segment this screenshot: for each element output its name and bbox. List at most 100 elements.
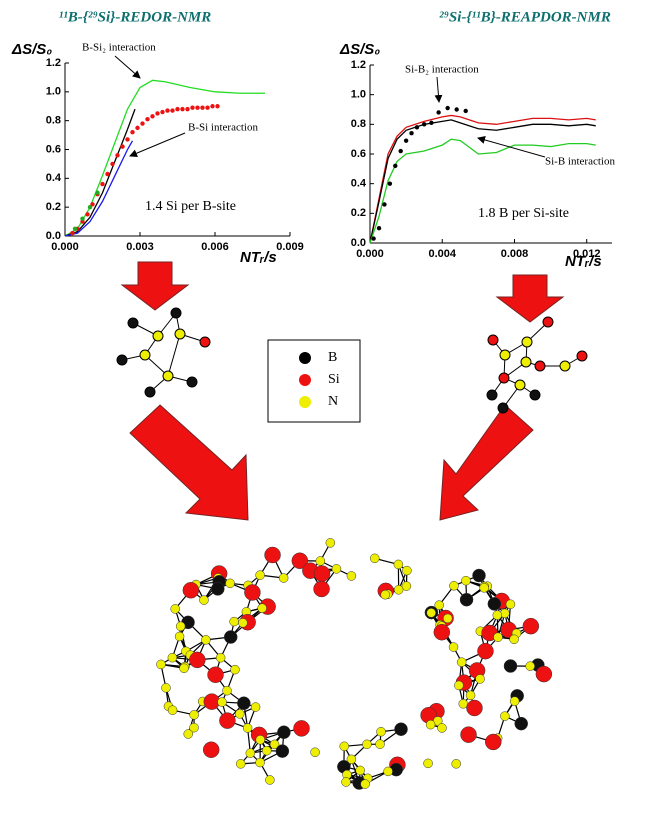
atom bbox=[277, 725, 291, 739]
atom bbox=[175, 621, 186, 632]
data-point bbox=[185, 106, 190, 112]
atom bbox=[460, 726, 477, 743]
atom bbox=[167, 652, 178, 663]
atom bbox=[313, 565, 331, 582]
atom bbox=[225, 578, 235, 589]
x-tick-label: 0.009 bbox=[276, 241, 304, 253]
atom bbox=[229, 616, 239, 627]
atom bbox=[369, 553, 380, 564]
data-point bbox=[398, 148, 403, 154]
atom bbox=[401, 581, 412, 591]
atom bbox=[346, 754, 357, 765]
atom bbox=[360, 779, 370, 789]
atom bbox=[293, 720, 310, 737]
atom bbox=[433, 623, 451, 641]
atom bbox=[376, 726, 386, 737]
atom bbox=[222, 685, 232, 696]
data-point bbox=[135, 125, 140, 131]
data-point bbox=[382, 202, 387, 207]
data-point bbox=[170, 108, 175, 113]
annotation-arrow bbox=[477, 136, 546, 158]
data-point bbox=[80, 216, 85, 221]
atom bbox=[238, 618, 248, 628]
atom bbox=[461, 575, 471, 586]
atom bbox=[255, 757, 265, 768]
atom bbox=[492, 610, 503, 620]
data-point bbox=[145, 117, 150, 122]
atom bbox=[250, 702, 261, 712]
y-tick-label: 0.4 bbox=[46, 172, 62, 184]
atom bbox=[310, 747, 320, 758]
annotation: 1.8 B per Si-site bbox=[478, 206, 569, 221]
atom bbox=[179, 663, 189, 674]
atom bbox=[174, 631, 185, 642]
atom bbox=[242, 723, 253, 733]
chart-reapdor: ²⁹Si-{¹¹B}-REAPDOR-NMR ΔS/S₀ NTᵣ/s 0.0 0.2 0.… bbox=[339, 9, 615, 270]
data-point bbox=[90, 202, 95, 207]
data-line bbox=[369, 138, 596, 244]
atom bbox=[156, 659, 166, 670]
data-point bbox=[403, 138, 409, 143]
atom bbox=[339, 741, 349, 752]
atom bbox=[393, 559, 404, 570]
legend-box bbox=[267, 339, 361, 423]
annotation: Si-B₂ interaction bbox=[405, 64, 479, 76]
atom bbox=[375, 739, 385, 749]
atom bbox=[199, 595, 209, 605]
atom bbox=[477, 642, 494, 660]
atom bbox=[362, 739, 372, 750]
data-point bbox=[387, 181, 393, 186]
atom bbox=[219, 712, 236, 729]
chart-redor: ¹¹B-{²⁹Si}-REDOR-NMR ΔS/S₀ NTᵣ/s 0.0 0.2 0.4 0… bbox=[11, 9, 304, 266]
x-tick-label: 0.006 bbox=[201, 241, 229, 253]
atom bbox=[393, 585, 404, 595]
atom bbox=[275, 744, 290, 758]
y-axis-label: ΔS/S₀ bbox=[11, 41, 52, 58]
y-tick-label: 0.6 bbox=[46, 143, 61, 155]
data-point bbox=[175, 106, 180, 112]
data-point bbox=[120, 144, 125, 149]
data-point bbox=[87, 204, 93, 210]
data-line bbox=[369, 119, 596, 244]
x-tick-label: 0.004 bbox=[428, 248, 456, 260]
atom bbox=[265, 775, 275, 785]
data-point bbox=[463, 108, 468, 114]
atom bbox=[237, 696, 251, 710]
atom bbox=[341, 777, 351, 787]
atom bbox=[210, 582, 225, 596]
atom bbox=[189, 722, 199, 733]
atom bbox=[269, 739, 280, 750]
data-point bbox=[436, 110, 441, 115]
atom bbox=[456, 657, 467, 667]
atom bbox=[465, 690, 476, 701]
atom bbox=[245, 748, 256, 758]
atom bbox=[313, 580, 330, 598]
atom bbox=[189, 710, 199, 720]
atom bbox=[402, 565, 412, 576]
chart-title: ¹¹B-{²⁹Si}-REDOR-NMR bbox=[59, 9, 212, 25]
atom bbox=[235, 759, 246, 769]
annotation-arrow bbox=[114, 55, 141, 79]
data-point bbox=[115, 153, 120, 158]
atom bbox=[182, 581, 200, 599]
legend: B Si N bbox=[299, 350, 340, 409]
data-point bbox=[100, 181, 105, 187]
y-tick-label: 1.0 bbox=[351, 89, 366, 101]
atom bbox=[500, 711, 510, 721]
data-point bbox=[190, 105, 195, 110]
annotation: 1.4 Si per B-site bbox=[145, 199, 236, 214]
atom bbox=[161, 683, 171, 693]
atom bbox=[466, 699, 483, 717]
atom bbox=[451, 759, 461, 769]
atom bbox=[346, 571, 357, 581]
annotation: B-Si₂ interaction bbox=[82, 42, 156, 54]
atom bbox=[472, 568, 486, 583]
data-point bbox=[155, 111, 160, 116]
data-point bbox=[70, 230, 75, 236]
atom bbox=[202, 741, 220, 758]
data-point bbox=[72, 226, 78, 231]
y-axis-label: ΔS/S₀ bbox=[339, 41, 380, 58]
data-point bbox=[95, 190, 100, 195]
data-point bbox=[445, 105, 450, 111]
